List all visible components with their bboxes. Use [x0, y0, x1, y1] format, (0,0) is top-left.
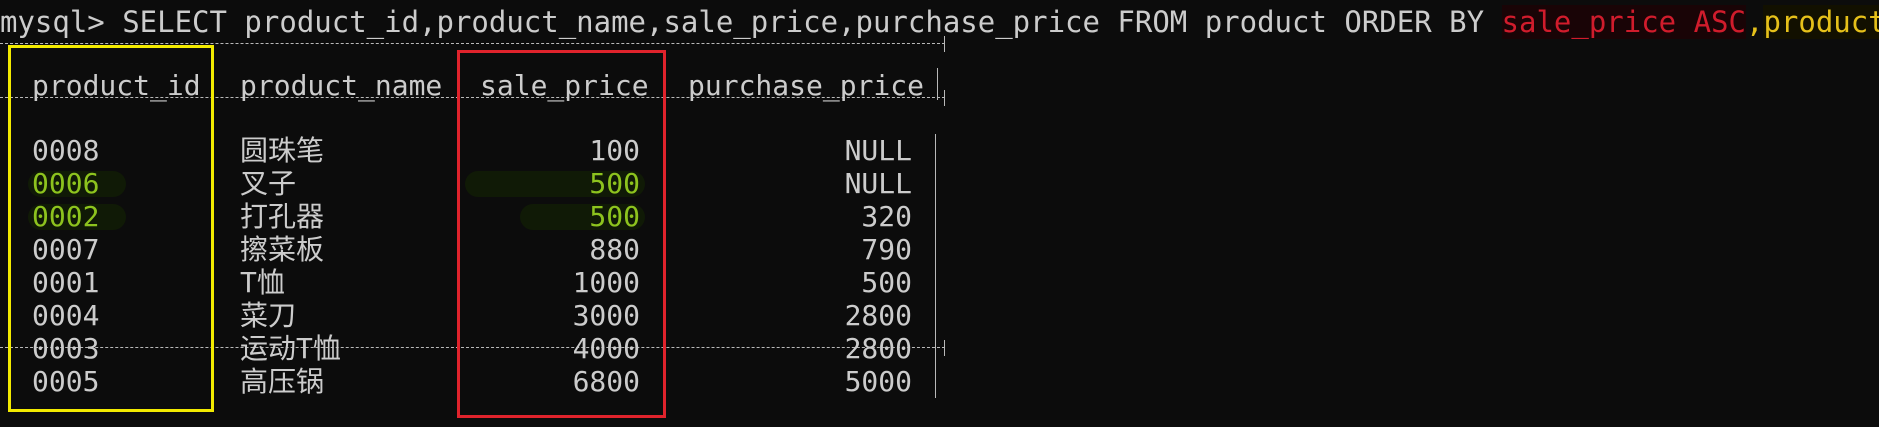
table-right-edge-header — [937, 68, 938, 100]
cell-sale-price: 1000 — [572, 266, 640, 299]
cell-purchase-price: 2800 — [844, 299, 912, 332]
cell-purchase-price: 2800 — [844, 332, 912, 365]
cell-sale-price: 4000 — [572, 332, 640, 365]
order-by-separator: , — [1745, 5, 1764, 39]
column-header-product-name: product_name — [240, 69, 443, 102]
table-right-edge-body — [935, 134, 936, 398]
cell-product-id: 0008 — [32, 134, 100, 167]
cell-product-id: 0005 — [32, 365, 100, 398]
cell-product-name: 圆珠笔 — [240, 134, 325, 167]
column-header-product-id: product_id — [32, 69, 201, 102]
order-by-sale-price: sale_price ASC — [1501, 5, 1746, 39]
table-border-bottom — [0, 340, 945, 356]
table-row: 0003 运动T恤 4000 2800 — [0, 332, 945, 365]
cell-sale-price: 100 — [589, 134, 640, 167]
column-header-purchase-price: purchase_price — [688, 69, 925, 102]
cell-product-id: 0002 — [32, 200, 100, 233]
cell-sale-price: 500 — [589, 200, 640, 233]
cell-product-id: 0004 — [32, 299, 100, 332]
cell-sale-price: 880 — [589, 233, 640, 266]
table-border-top — [0, 36, 945, 52]
table-row: 0007 擦菜板 880 790 — [0, 233, 945, 266]
annotation-box-product-id — [8, 45, 214, 412]
table-row: 0006 叉子 500 NULL — [0, 167, 945, 200]
order-by-product-id: product_id DESC; — [1763, 5, 1879, 39]
cell-purchase-price: 5000 — [844, 365, 912, 398]
annotation-box-sale-price — [457, 50, 666, 418]
cell-product-id: 0001 — [32, 266, 100, 299]
cell-purchase-price: 790 — [861, 233, 912, 266]
table-row: 0002 打孔器 500 320 — [0, 200, 945, 233]
mysql-prompt: mysql> — [0, 5, 123, 39]
cell-sale-price: 6800 — [572, 365, 640, 398]
table-row: 0004 菜刀 3000 2800 — [0, 299, 945, 332]
cell-purchase-price: 500 — [861, 266, 912, 299]
table-border-header — [0, 90, 945, 106]
cell-sale-price: 500 — [589, 167, 640, 200]
cell-product-name: 高压锅 — [240, 365, 325, 398]
cell-purchase-price: NULL — [844, 134, 912, 167]
cell-product-id: 0003 — [32, 332, 100, 365]
cell-product-name: 打孔器 — [240, 200, 325, 233]
cell-product-name: 擦菜板 — [240, 233, 325, 266]
cell-product-name: 运动T恤 — [240, 332, 341, 365]
table-row: 0001 T恤 1000 500 — [0, 266, 945, 299]
query-text: SELECT product_id,product_name,sale_pric… — [122, 5, 1502, 39]
cell-sale-price: 3000 — [572, 299, 640, 332]
cell-product-id: 0006 — [32, 167, 100, 200]
cell-product-name: 叉子 — [240, 167, 297, 200]
cell-purchase-price: NULL — [844, 167, 912, 200]
column-header-sale-price: sale_price — [480, 69, 649, 102]
cell-product-name: T恤 — [240, 266, 285, 299]
command-line: mysql> SELECT product_id,product_name,sa… — [0, 2, 1879, 42]
table-row: 0005 高压锅 6800 5000 — [0, 365, 945, 398]
cell-purchase-price: 320 — [861, 200, 912, 233]
table-row: 0008 圆珠笔 100 NULL — [0, 134, 945, 167]
cell-product-name: 菜刀 — [240, 299, 297, 332]
cell-product-id: 0007 — [32, 233, 100, 266]
